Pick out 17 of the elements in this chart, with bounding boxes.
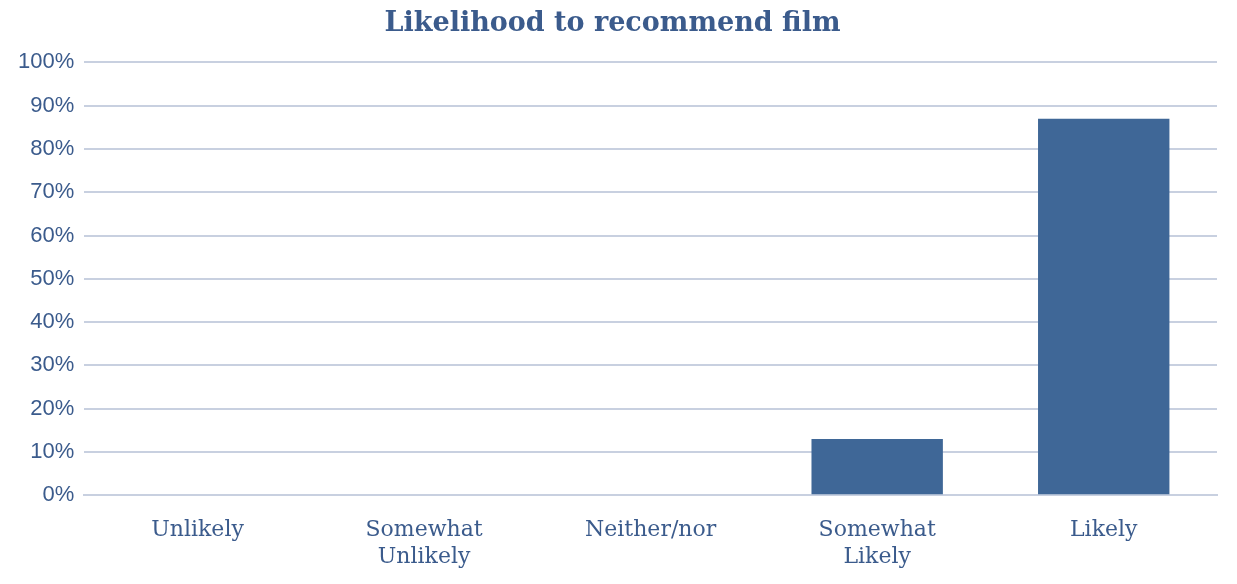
y-tick-label: 20% — [30, 394, 75, 420]
y-tick-label: 10% — [30, 437, 75, 463]
x-tick-label: Somewhat Likely — [818, 516, 936, 568]
x-tick-label: Unlikely — [151, 516, 245, 542]
chart-title: Likelihood to recommend film — [384, 6, 841, 38]
y-tick-label: 70% — [30, 178, 75, 204]
y-tick-label: 50% — [30, 264, 75, 290]
x-tick-label: Likely — [1069, 516, 1139, 542]
y-tick-label: 100% — [17, 48, 75, 74]
y-tick-label: 90% — [30, 91, 75, 117]
y-tick-label: 80% — [30, 135, 75, 161]
x-tick-label: Neither/nor — [585, 516, 717, 542]
x-tick-label: Somewhat Unlikely — [365, 516, 483, 568]
y-tick-label: 60% — [30, 221, 75, 247]
y-tick-label: 40% — [30, 308, 75, 334]
y-tick-label: 30% — [30, 351, 75, 377]
y-tick-label: 0% — [42, 481, 75, 507]
